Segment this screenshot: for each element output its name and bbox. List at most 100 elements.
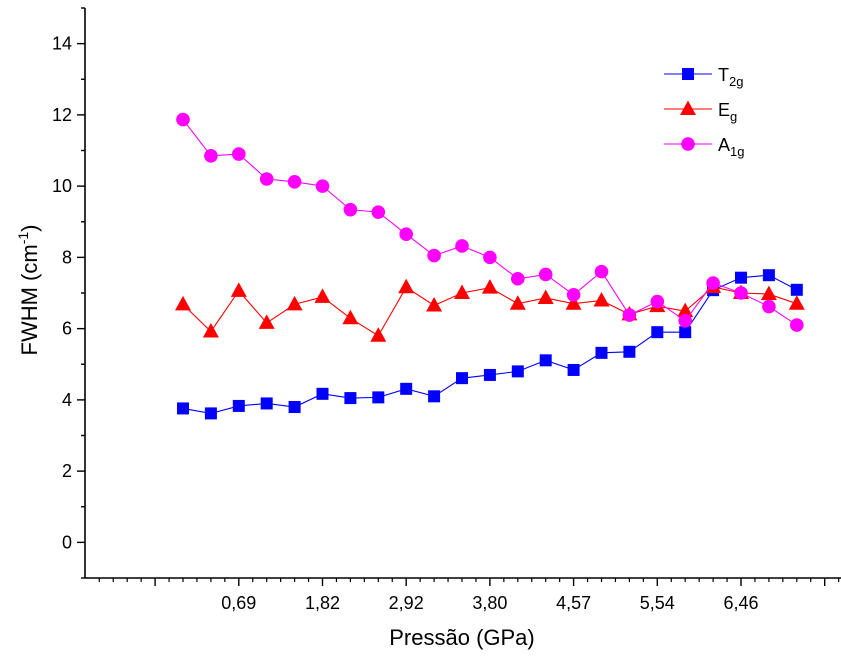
- data-point: [566, 287, 581, 302]
- data-point: [538, 267, 553, 282]
- data-point: [342, 309, 359, 325]
- data-point: [287, 175, 302, 189]
- data-point: [232, 399, 245, 412]
- data-point: [760, 285, 777, 301]
- data-point: [593, 291, 610, 307]
- data-point: [539, 354, 552, 367]
- x-tick-label: 1,82: [305, 593, 340, 613]
- data-point: [678, 313, 692, 328]
- x-tick-label: 3,80: [472, 593, 507, 613]
- data-point: [511, 271, 525, 286]
- x-tick-label: 4,57: [556, 593, 591, 613]
- data-point: [790, 283, 803, 296]
- y-tick-label: 4: [62, 390, 72, 410]
- data-point: [788, 295, 805, 310]
- y-axis-title: FWHM (cm-1): [15, 225, 42, 356]
- data-point: [371, 205, 386, 219]
- data-point: [594, 264, 609, 279]
- data-point: [204, 407, 217, 420]
- y-axis-title-sup: -1: [15, 232, 31, 245]
- data-point: [428, 390, 441, 403]
- legend-entry: A1g: [664, 135, 744, 159]
- x-tick-label: 0,69: [221, 593, 256, 613]
- data-point: [316, 387, 329, 400]
- y-tick-label: 14: [52, 34, 72, 54]
- x-axis-title: Pressão (GPa): [389, 625, 535, 650]
- data-point: [567, 363, 580, 376]
- data-point: [455, 239, 469, 253]
- y-axis-title-main: FWHM (cm: [17, 244, 42, 355]
- y-axis-title-end: ): [17, 225, 42, 232]
- data-point: [509, 295, 526, 310]
- data-point: [204, 149, 218, 163]
- x-tick-label: 5,54: [640, 593, 675, 613]
- data-point: [175, 295, 191, 311]
- data-point: [372, 391, 385, 404]
- y-tick-label: 8: [62, 247, 72, 267]
- series-square: [177, 269, 803, 420]
- y-tick-label: 0: [62, 532, 72, 552]
- data-point: [400, 382, 413, 395]
- series-line: [182, 119, 798, 326]
- data-point: [762, 269, 775, 282]
- data-point: [314, 288, 331, 303]
- data-point: [176, 112, 190, 127]
- data-point: [427, 248, 441, 263]
- data-point: [483, 250, 497, 265]
- data-point: [177, 402, 189, 415]
- y-tick-label: 10: [52, 176, 72, 196]
- data-point: [677, 302, 694, 318]
- data-point: [399, 227, 414, 242]
- legend-label: T2g: [718, 65, 743, 89]
- data-point: [286, 295, 303, 311]
- y-tick-label: 2: [62, 461, 72, 481]
- data-point: [537, 289, 554, 304]
- legend-entry: T2g: [664, 65, 743, 89]
- legend-marker: [682, 68, 694, 80]
- data-point: [595, 346, 608, 359]
- data-point: [651, 326, 664, 339]
- axes: 0 2 4 6 8 10 12 14 0,69 1,82 2,92 3,80 4,57 5,54 6,46: [52, 7, 841, 613]
- x-tick-label: 6,46: [723, 593, 758, 613]
- data-point: [454, 284, 470, 299]
- data-point: [679, 326, 692, 339]
- data-point: [315, 179, 330, 193]
- data-point: [344, 392, 357, 405]
- data-point: [790, 318, 804, 332]
- data-point: [623, 345, 636, 358]
- legend-label: A1g: [718, 135, 744, 159]
- data-point: [259, 172, 274, 186]
- data-point: [398, 278, 415, 294]
- data-point: [343, 202, 358, 217]
- data-point: [511, 365, 524, 378]
- data-point: [230, 282, 247, 297]
- data-point: [481, 279, 498, 294]
- data-point: [706, 276, 720, 290]
- data-point: [762, 299, 776, 314]
- x-tick-label: 2,92: [389, 593, 424, 613]
- data-point: [483, 368, 496, 381]
- data-point: [202, 322, 219, 338]
- series-circle: [176, 112, 804, 332]
- legend: T2g Eg A1g: [664, 65, 744, 159]
- data-point: [622, 308, 637, 322]
- data-point: [456, 372, 468, 385]
- legend-entry: Eg: [664, 100, 737, 124]
- data-point: [735, 271, 747, 284]
- data-point: [288, 401, 301, 413]
- data-point: [734, 286, 748, 300]
- legend-label: Eg: [718, 100, 737, 124]
- data-point: [232, 147, 246, 161]
- series-group: [175, 112, 805, 420]
- data-point: [260, 397, 273, 410]
- legend-marker: [681, 137, 695, 151]
- y-tick-label: 12: [52, 105, 72, 125]
- data-point: [650, 294, 665, 309]
- y-tick-label: 6: [62, 319, 72, 339]
- data-point: [370, 327, 387, 342]
- series-line: [182, 274, 798, 414]
- legend-marker: [680, 100, 696, 115]
- data-point: [565, 295, 582, 310]
- data-point: [258, 314, 275, 329]
